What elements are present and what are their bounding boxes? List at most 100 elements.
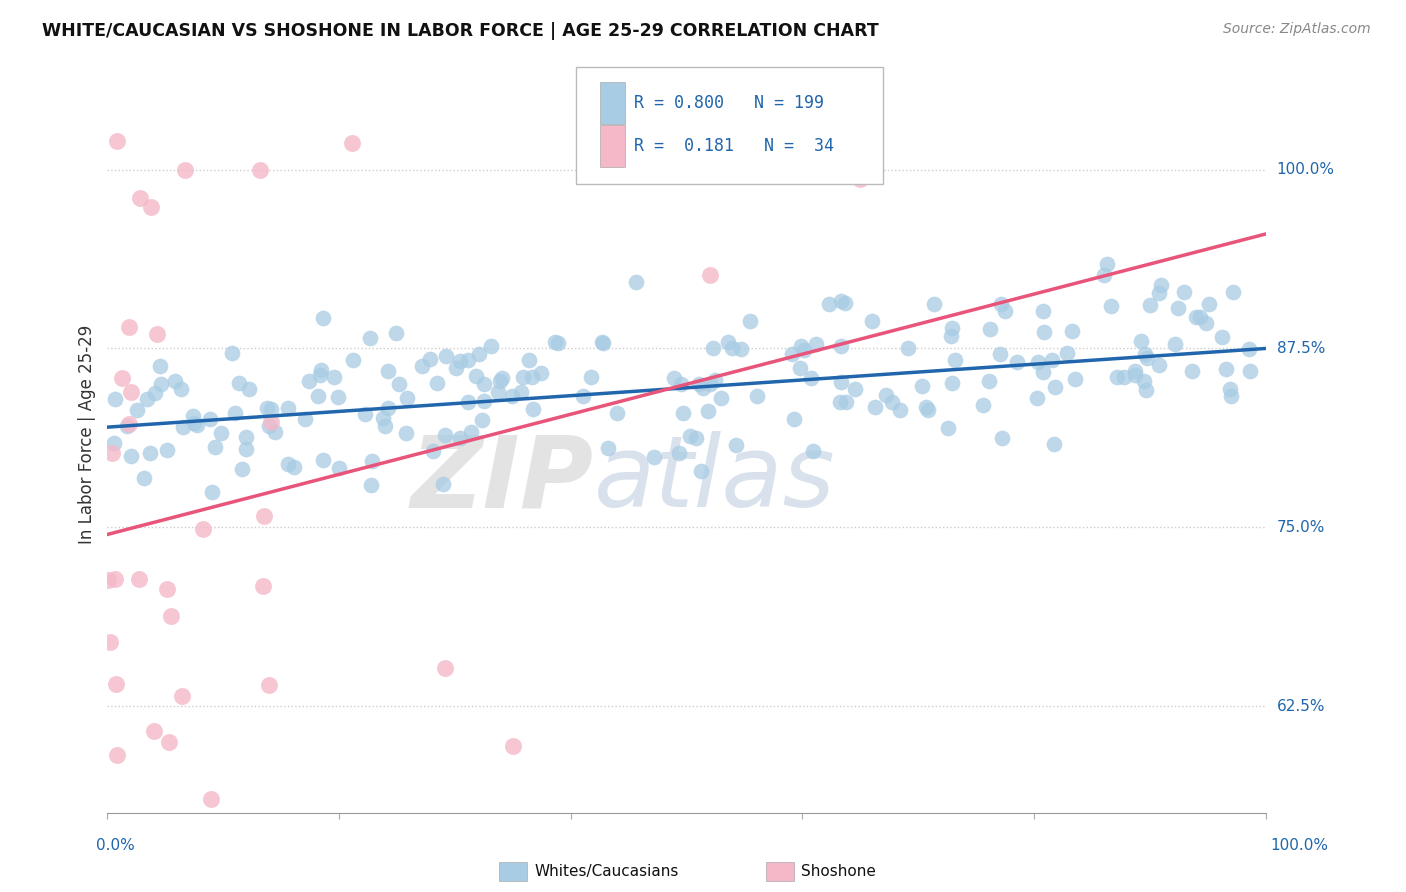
Point [724, 437, 747, 451]
Point [353, 407, 375, 421]
Point [699, 268, 721, 283]
Point [530, 366, 553, 380]
Point [1195, 316, 1218, 330]
Point [678, 429, 700, 443]
Point [804, 336, 827, 351]
Point [1043, 380, 1066, 394]
Text: Shoshone: Shoshone [801, 864, 876, 879]
Point [143, 723, 166, 738]
Point [790, 339, 813, 353]
Point [359, 331, 381, 345]
Point [139, 446, 162, 460]
Point [118, 417, 141, 432]
Point [277, 457, 299, 471]
Point [1063, 372, 1085, 386]
Point [624, 275, 647, 289]
Point [863, 401, 886, 415]
Point [104, 392, 127, 406]
Point [1147, 358, 1170, 372]
Text: 75.0%: 75.0% [1277, 520, 1324, 535]
Point [849, 172, 872, 186]
Point [422, 444, 444, 458]
Point [1198, 296, 1220, 310]
Point [943, 353, 966, 368]
Point [221, 345, 243, 359]
Point [385, 326, 408, 340]
Point [1139, 298, 1161, 312]
FancyBboxPatch shape [576, 67, 883, 184]
Point [1188, 310, 1211, 325]
Point [105, 677, 128, 691]
Point [472, 394, 495, 409]
Point [120, 385, 142, 400]
FancyBboxPatch shape [599, 82, 626, 124]
Point [183, 416, 205, 430]
Point [253, 508, 276, 523]
Point [1133, 374, 1156, 388]
Point [592, 335, 614, 350]
Point [411, 359, 433, 374]
Point [789, 360, 811, 375]
Point [308, 368, 330, 382]
Point [1167, 301, 1189, 315]
Point [1130, 334, 1153, 348]
Point [172, 420, 194, 434]
Point [103, 436, 125, 450]
Point [449, 354, 471, 368]
Point [828, 395, 851, 409]
Point [1056, 345, 1078, 359]
Point [1164, 337, 1187, 351]
Point [471, 413, 494, 427]
Point [432, 477, 454, 491]
Point [747, 389, 769, 403]
Point [579, 369, 602, 384]
Point [591, 335, 613, 350]
Point [150, 377, 173, 392]
Point [1149, 286, 1171, 301]
Point [468, 346, 491, 360]
Point [159, 609, 181, 624]
Point [1105, 370, 1128, 384]
Point [128, 572, 150, 586]
Point [105, 747, 128, 762]
Point [917, 402, 939, 417]
Point [800, 370, 823, 384]
Point [198, 412, 221, 426]
Point [1123, 368, 1146, 383]
Point [1032, 326, 1054, 340]
Point [936, 421, 959, 435]
Point [596, 441, 619, 455]
Point [547, 336, 569, 351]
Point [1005, 354, 1028, 368]
Point [257, 418, 280, 433]
Point [231, 462, 253, 476]
Point [1026, 354, 1049, 368]
Point [277, 401, 299, 415]
Text: 62.5%: 62.5% [1277, 698, 1326, 714]
Point [939, 328, 962, 343]
Point [132, 471, 155, 485]
Point [98, 634, 121, 648]
Point [710, 391, 733, 405]
Point [692, 381, 714, 395]
Point [209, 426, 232, 441]
Point [1060, 324, 1083, 338]
Point [994, 303, 1017, 318]
Point [704, 373, 727, 387]
Text: WHITE/CAUCASIAN VS SHOSHONE IN LABOR FORCE | AGE 25-29 CORRELATION CHART: WHITE/CAUCASIAN VS SHOSHONE IN LABOR FOR… [42, 22, 879, 40]
Point [844, 382, 866, 396]
Point [181, 409, 204, 424]
Point [426, 376, 449, 390]
Point [228, 376, 250, 391]
Point [143, 386, 166, 401]
Point [464, 369, 486, 384]
Point [782, 412, 804, 426]
Point [136, 392, 159, 407]
Point [1135, 347, 1157, 361]
Point [544, 335, 567, 350]
Point [186, 418, 208, 433]
Y-axis label: In Labor Force | Age 25-29: In Labor Force | Age 25-29 [79, 325, 96, 544]
Point [105, 134, 128, 148]
Point [312, 453, 335, 467]
Point [264, 425, 287, 439]
